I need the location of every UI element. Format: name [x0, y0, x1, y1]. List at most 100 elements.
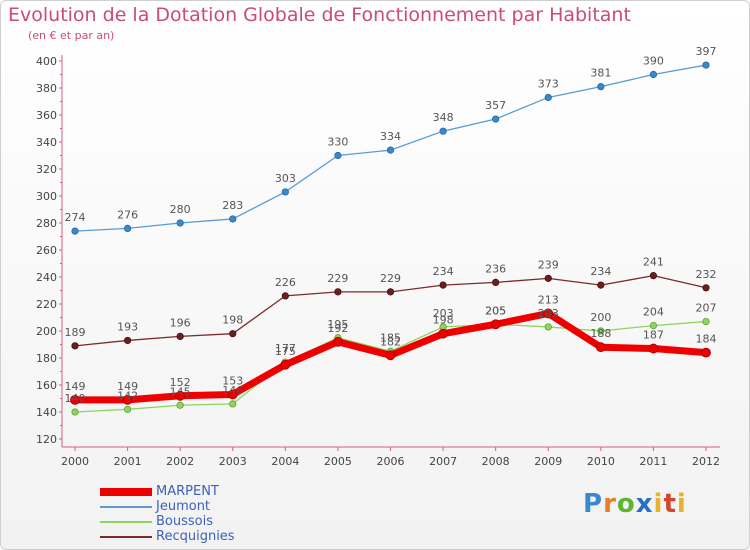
data-label-recquignies: 196 [170, 316, 191, 329]
x-tick-label: 2001 [114, 455, 142, 468]
y-tick-label: 200 [36, 325, 57, 338]
data-label-marpent: 175 [275, 345, 296, 358]
data-label-recquignies: 229 [327, 272, 348, 285]
data-point-marpent [490, 319, 501, 330]
data-label-boussois: 195 [327, 318, 348, 331]
data-point-marpent [70, 394, 80, 405]
data-point-boussois [176, 401, 184, 409]
y-tick-label: 140 [36, 406, 57, 419]
data-point-marpent [333, 336, 343, 347]
data-label-marpent: 187 [643, 329, 664, 342]
legend-swatch [100, 488, 152, 496]
data-label-jeumont: 303 [275, 172, 296, 185]
legend-label: Jeumont [156, 499, 211, 514]
data-label-jeumont: 348 [433, 111, 454, 124]
data-point-recquignies [597, 281, 605, 289]
y-tick-label: 260 [36, 244, 57, 257]
data-label-boussois: 203 [538, 307, 559, 320]
data-point-marpent [543, 308, 554, 319]
data-point-recquignies [386, 288, 395, 296]
data-label-boussois: 207 [696, 302, 717, 315]
y-tick-label: 280 [36, 217, 57, 230]
data-point-jeumont [439, 127, 447, 135]
x-tick-label: 2007 [429, 455, 457, 468]
x-tick-label: 2004 [271, 455, 299, 468]
chart-title: Evolution de la Dotation Globale de Fonc… [8, 4, 631, 26]
data-point-jeumont [281, 188, 289, 196]
y-tick-label: 180 [36, 352, 57, 365]
data-point-recquignies [649, 272, 658, 280]
data-label-recquignies: 226 [275, 276, 296, 289]
data-label-boussois: 205 [485, 304, 506, 317]
data-label-recquignies: 241 [643, 256, 664, 269]
data-label-marpent: 192 [327, 322, 348, 335]
data-label-marpent: 205 [485, 304, 506, 317]
data-point-boussois [597, 327, 605, 335]
data-point-jeumont [123, 224, 132, 232]
data-label-marpent: 182 [380, 335, 401, 348]
data-label-boussois: 177 [275, 342, 296, 355]
data-label-marpent: 153 [222, 374, 243, 387]
x-tick-label: 2000 [61, 455, 89, 468]
data-label-marpent: 184 [696, 333, 717, 346]
y-tick-label: 380 [36, 82, 57, 95]
data-point-marpent [438, 328, 448, 339]
data-label-jeumont: 334 [380, 130, 401, 143]
data-point-jeumont [702, 61, 710, 69]
data-point-recquignies [334, 288, 342, 296]
legend-swatch [100, 506, 152, 508]
data-label-recquignies: 239 [538, 258, 559, 271]
data-point-recquignies [281, 292, 289, 300]
data-point-recquignies [439, 281, 447, 289]
data-label-marpent: 198 [433, 314, 454, 327]
data-label-boussois: 203 [433, 307, 454, 320]
x-tick-label: 2011 [639, 455, 667, 468]
data-label-recquignies: 198 [222, 314, 243, 327]
legend-label: Recquignies [156, 529, 235, 544]
y-tick-label: 240 [36, 271, 57, 284]
data-label-boussois: 142 [117, 389, 138, 402]
data-point-jeumont [334, 151, 342, 160]
x-tick-label: 2009 [534, 455, 562, 468]
data-label-jeumont: 280 [170, 203, 191, 216]
data-point-marpent [648, 343, 659, 354]
data-label-boussois: 185 [380, 331, 401, 344]
legend-swatch [100, 536, 152, 538]
data-label-recquignies: 234 [590, 265, 611, 278]
chart-subtitle: (en € et par an) [28, 29, 115, 42]
data-point-jeumont [544, 93, 552, 102]
data-label-boussois: 146 [222, 384, 243, 397]
data-label-marpent: 213 [538, 293, 559, 306]
data-point-boussois [544, 323, 552, 331]
y-tick-label: 160 [36, 379, 57, 392]
data-point-marpent [175, 390, 186, 401]
data-label-boussois: 145 [170, 385, 191, 398]
data-point-marpent [385, 350, 396, 361]
data-label-jeumont: 357 [485, 99, 506, 112]
data-label-jeumont: 381 [590, 67, 611, 80]
data-label-marpent: 188 [590, 327, 611, 340]
data-label-marpent: 152 [170, 376, 191, 389]
data-point-recquignies [229, 330, 237, 338]
data-label-jeumont: 330 [327, 136, 348, 149]
data-point-recquignies [176, 332, 184, 340]
y-tick-label: 120 [36, 433, 57, 446]
data-label-recquignies: 229 [380, 272, 401, 285]
y-tick-label: 360 [36, 109, 57, 122]
x-tick-label: 2008 [482, 455, 510, 468]
x-tick-label: 2005 [324, 455, 352, 468]
data-label-recquignies: 234 [433, 265, 454, 278]
legend-label: Boussois [156, 514, 213, 529]
data-point-boussois [649, 321, 658, 330]
data-label-jeumont: 397 [696, 45, 717, 58]
data-point-jeumont [71, 227, 79, 235]
legend-label: MARPENT [156, 484, 219, 499]
data-point-recquignies [702, 284, 710, 292]
data-label-jeumont: 283 [222, 199, 243, 212]
data-point-jeumont [597, 83, 605, 91]
data-label-marpent: 149 [65, 380, 86, 393]
data-point-marpent [280, 359, 291, 370]
data-label-recquignies: 193 [117, 320, 138, 333]
